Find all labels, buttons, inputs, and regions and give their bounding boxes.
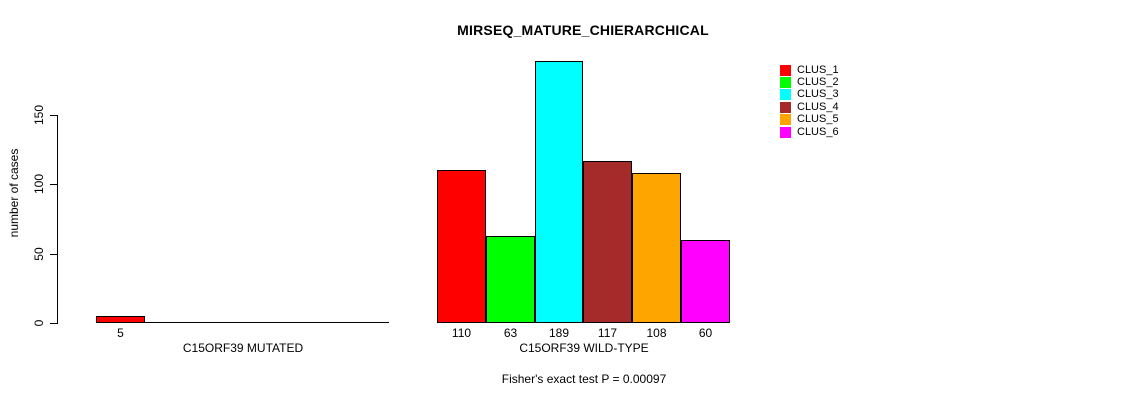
legend-row: CLUS_6: [780, 126, 839, 138]
group-baseline: [96, 322, 389, 323]
legend-swatch-icon: [780, 77, 791, 89]
legend-label: CLUS_4: [797, 100, 839, 113]
legend-swatch-icon: [780, 101, 791, 113]
bar-value-label: 117: [597, 326, 618, 340]
legend-swatch-icon: [780, 114, 791, 126]
bar-clus_1: [437, 170, 486, 323]
legend-swatch-icon: [780, 126, 791, 138]
bar-clus_5: [632, 173, 681, 323]
bar-clus_6: [681, 240, 730, 323]
legend-row: CLUS_1: [780, 64, 839, 76]
bar-value-label: 60: [698, 326, 713, 340]
legend: CLUS_1 CLUS_2 CLUS_3 CLUS_4 CLUS_5 CLUS_6: [780, 64, 839, 138]
legend-label: CLUS_1: [797, 63, 839, 76]
legend-label: CLUS_6: [797, 125, 839, 138]
legend-swatch-icon: [780, 64, 791, 76]
legend-label: CLUS_5: [797, 113, 839, 126]
bar-value-label: 189: [548, 326, 570, 340]
legend-label: CLUS_2: [797, 76, 839, 89]
legend-row: CLUS_4: [780, 101, 839, 113]
legend-swatch-icon: [780, 89, 791, 101]
bar-value-label: 110: [451, 326, 472, 340]
group-label: C15ORF39 MUTATED: [182, 341, 304, 355]
bar-clus_3: [535, 61, 583, 323]
annotation-text: Fisher's exact test P = 0.00097: [501, 372, 667, 386]
legend-row: CLUS_3: [780, 89, 839, 101]
group-label: C15ORF39 WILD-TYPE: [519, 341, 649, 355]
y-tick-mark: [50, 115, 57, 116]
bar-value-label: 5: [117, 326, 124, 340]
bar-clus_1: [96, 316, 145, 323]
legend-row: CLUS_5: [780, 114, 839, 126]
y-tick-label: 50: [32, 247, 46, 261]
legend-label: CLUS_3: [797, 88, 839, 101]
y-tick-mark: [50, 184, 57, 185]
legend-row: CLUS_2: [780, 76, 839, 89]
y-tick-label: 150: [32, 104, 46, 126]
y-tick-label: 0: [32, 319, 46, 327]
y-tick-label: 100: [32, 173, 46, 195]
y-axis-label: number of cases: [7, 148, 21, 238]
bar-clus_4: [583, 161, 632, 323]
y-tick-mark: [50, 254, 57, 255]
chart-title: MIRSEQ_MATURE_CHIERARCHICAL: [457, 22, 709, 38]
bar-clus_2: [486, 236, 535, 323]
bar-value-label: 108: [646, 326, 667, 340]
y-tick-mark: [50, 323, 57, 324]
y-axis-line: [57, 115, 58, 324]
bar-value-label: 63: [503, 326, 518, 340]
